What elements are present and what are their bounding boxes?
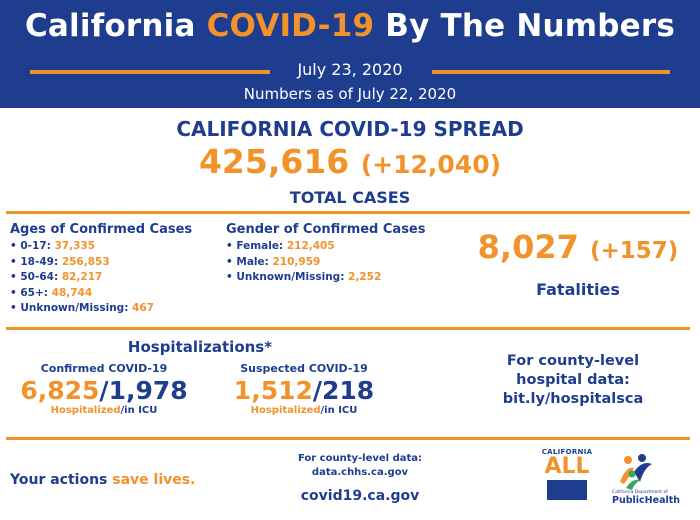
report-date: July 23, 2020 [297,60,403,79]
stat-value: 37,335 [54,240,96,252]
stat-value: 48,744 [51,286,93,299]
stat-label: • Unknown/Missing: [10,302,133,314]
caption-icu: /in ICU [320,405,358,416]
county-hospital-line1: For county-level [506,353,640,369]
stat-value: 210,959 [272,255,321,268]
logo-cdph-small: California Department of [612,490,668,495]
stat-label: • 65+: [10,286,52,299]
gender-heading: Gender of Confirmed Cases [226,222,426,237]
confirmed-hosp-block: Confirmed COVID-19 6,825/1,978 Hospitali… [4,362,204,416]
site-link[interactable]: covid19.ca.gov [300,488,420,504]
suspected-heading: Suspected COVID-19 [240,362,368,375]
total-cases-value: 425,616 (+12,040) [0,142,700,181]
tagline-prefix: Your actions [10,472,113,488]
gender-list: • Female: 212,405 • Male: 210,959 • Unkn… [226,239,456,286]
list-item: • Male: 210,959 [226,255,456,271]
actions-tagline: Your actions save lives. [10,472,195,488]
list-item: • 18-49: 256,853 [10,255,220,271]
county-hospital-info: For county-level hospital data: bit.ly/h… [478,352,668,409]
divider [6,211,690,214]
stat-label: • Male: [226,255,273,268]
spread-title: CALIFORNIA COVID-19 SPREAD [176,117,524,141]
logo-cdph-big: PublicHealth [612,495,681,506]
stat-value: 212,405 [286,240,335,252]
stat-label: • 18-49: [10,255,62,268]
confirmed-values: 6,825/1,978 [4,376,204,405]
title-highlight: COVID-19 [206,8,375,44]
list-item: • Unknown/Missing: 2,252 [226,270,456,286]
suspected-caption: Hospitalized/in ICU [206,405,402,416]
public-health-logo: California Department of PublicHealth [612,452,692,510]
title-prefix: California [24,8,207,44]
footer-links: For county-level data: data.chhs.ca.gov … [270,452,450,504]
separator: / [99,376,109,405]
stat-value: 256,853 [61,255,110,268]
header-banner [0,0,700,108]
confirmed-icu: 1,978 [108,376,188,405]
stat-value: 2,252 [348,271,382,283]
confirmed-caption: Hospitalized/in ICU [4,405,204,416]
ages-list: • 0-17: 37,335 • 18-49: 256,853 • 50-64:… [10,239,220,317]
suspected-hospitalized: 1,512 [233,376,313,405]
divider [6,327,690,330]
logo-all-word: ALL [544,454,590,479]
data-as-of: Numbers as of July 22, 2020 [243,85,457,103]
stat-label: • Female: [226,240,287,252]
list-item: • 65+: 48,744 [10,286,220,302]
list-item: • Unknown/Missing: 467 [10,301,220,317]
california-for-all-logo: CALIFORNIA ALL [538,448,596,508]
separator: / [312,376,323,405]
gender-section: Gender of Confirmed Cases • Female: 212,… [226,222,456,286]
caption-icu: /in ICU [120,405,158,416]
total-cases-label: TOTAL CASES [289,188,411,207]
header-rule-right [432,70,670,74]
total-cases-delta: (+12,040) [360,150,502,179]
header-rule-left [30,70,270,74]
fatalities-label: Fatalities [536,280,620,299]
tagline-highlight: save lives. [112,472,196,488]
total-cases-number: 425,616 [198,142,350,181]
ages-heading: Ages of Confirmed Cases [10,222,193,237]
caption-hospitalized: Hospitalized [50,405,121,416]
hospitalizations-title: Hospitalizations* [127,338,273,356]
stat-value: 82,217 [61,271,103,283]
title-suffix: By The Numbers [374,8,676,44]
county-data-link[interactable]: data.chhs.ca.gov [311,467,409,478]
stat-label: • 0-17: [10,240,55,252]
county-hospital-line2: hospital data: [516,372,630,388]
list-item: • 0-17: 37,335 [10,239,220,255]
ages-section: Ages of Confirmed Cases • 0-17: 37,335 •… [10,222,220,317]
page-title: California COVID-19 By The Numbers [0,8,700,44]
fatalities-number: 8,027 [477,228,579,266]
stat-label: • 50-64: [10,271,62,283]
county-hospital-link[interactable]: bit.ly/hospitalsca [502,391,644,407]
stat-value: 467 [132,302,154,314]
list-item: • Female: 212,405 [226,239,456,255]
fatalities-value: 8,027 (+157) [468,228,688,266]
caption-hospitalized: Hospitalized [250,405,321,416]
county-data-label: For county-level data: [297,453,423,464]
confirmed-heading: Confirmed COVID-19 [40,362,168,375]
suspected-icu: 218 [322,376,375,405]
logo-all-top: CALIFORNIA [541,448,593,456]
list-item: • 50-64: 82,217 [10,270,220,286]
confirmed-hospitalized: 6,825 [20,376,100,405]
fatalities-delta: (+157) [590,238,679,264]
suspected-hosp-block: Suspected COVID-19 1,512/218 Hospitalize… [206,362,402,416]
divider [6,437,690,440]
suspected-values: 1,512/218 [206,376,402,405]
people-icon [620,454,652,490]
stat-label: • Unknown/Missing: [226,271,349,283]
logo-all-block [547,480,587,500]
